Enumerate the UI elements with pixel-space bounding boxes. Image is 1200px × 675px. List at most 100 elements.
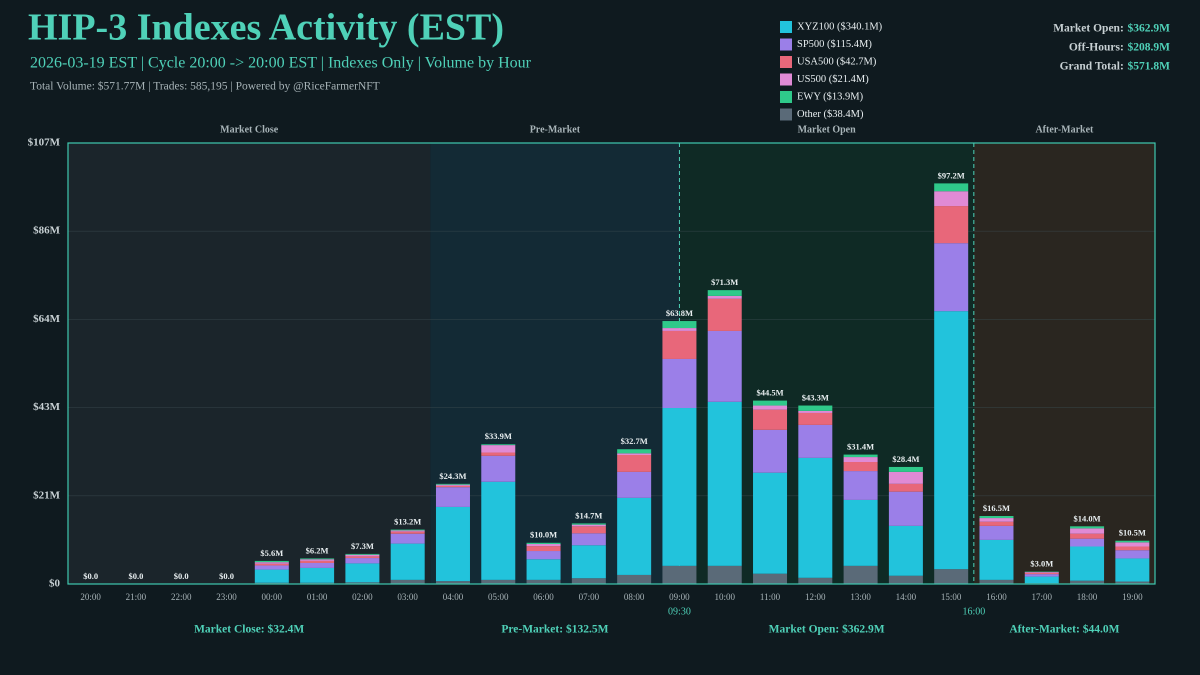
bar-segment: [300, 562, 335, 568]
bar-segment: [843, 454, 878, 458]
y-tick-label: $86M: [33, 225, 61, 237]
x-tick-label: 03:00: [397, 592, 418, 602]
total-label: $33.9M: [485, 431, 512, 441]
bar-segment: [707, 290, 742, 296]
total-label: $97.2M: [938, 170, 965, 180]
total-label: $0.0: [129, 571, 144, 581]
bar-segment: [571, 578, 606, 584]
region-label: Pre-Market: [530, 124, 581, 135]
total-label: $32.7M: [621, 436, 648, 446]
legend-swatch: [780, 21, 792, 33]
bar-segment: [1115, 542, 1150, 547]
bar-segment: [753, 573, 788, 584]
bar-segment: [798, 410, 833, 413]
bar-segment: [888, 471, 923, 484]
bar-segment: [254, 560, 289, 563]
bar-segment: [662, 330, 697, 359]
x-tick-label: 17:00: [1032, 592, 1053, 602]
bar-segment: [707, 330, 742, 402]
bar-segment: [1115, 546, 1150, 551]
bar-segment: [707, 401, 742, 566]
region-background: [68, 143, 431, 584]
summary-label: Grand Total:: [1060, 61, 1124, 73]
bar-segment: [1024, 572, 1059, 575]
x-tick-label: 05:00: [488, 592, 509, 602]
total-label: $24.3M: [439, 471, 466, 481]
bar-segment: [254, 565, 289, 570]
bar-segment: [345, 554, 380, 557]
bar-segment: [435, 506, 470, 582]
bar-segment: [662, 321, 697, 329]
legend-label: US500 ($21.4M): [797, 74, 869, 85]
bar-segment: [1070, 533, 1105, 539]
bar-segment: [934, 183, 969, 192]
marker-label: 16:00: [962, 606, 985, 617]
bar-segment: [481, 445, 516, 453]
bar-segment: [888, 483, 923, 492]
bar-segment: [979, 521, 1014, 526]
bar-segment: [707, 298, 742, 331]
bar-segment: [934, 191, 969, 207]
bar-segment: [843, 462, 878, 472]
x-tick-label: 15:00: [941, 592, 962, 602]
legend-label: SP500 ($115.4M): [797, 39, 872, 50]
bar-segment: [662, 328, 697, 331]
region-label: Market Close: [220, 124, 279, 135]
bar-segment: [617, 454, 652, 472]
bar-segment: [979, 579, 1014, 584]
legend-swatch: [780, 38, 792, 51]
x-tick-label: 12:00: [805, 592, 826, 602]
legend-swatch: [780, 73, 792, 86]
bar-segment: [617, 497, 652, 575]
chart-subtitle: 2026-03-19 EST | Cycle 20:00 -> 20:00 ES…: [30, 55, 532, 72]
legend-swatch: [780, 91, 792, 103]
summary-value: $362.9M: [1128, 22, 1171, 35]
total-label: $44.5M: [756, 388, 783, 398]
chart-title: HIP-3 Indexes Activity (EST): [28, 7, 504, 49]
bar-segment: [526, 544, 561, 547]
bar-segment: [300, 558, 335, 560]
bar-segment: [526, 551, 561, 560]
summary-label: Off-Hours:: [1069, 42, 1124, 54]
bar-segment: [707, 565, 742, 584]
bar-segment: [1070, 580, 1105, 584]
bar-segment: [979, 518, 1014, 522]
total-label: $6.2M: [306, 545, 329, 555]
total-label: $10.0M: [530, 530, 557, 540]
bar-segment: [1070, 526, 1105, 529]
x-tick-label: 21:00: [126, 592, 147, 602]
summary-value: $208.9M: [1128, 41, 1171, 54]
bar-segment: [617, 574, 652, 584]
bar-segment: [254, 569, 289, 583]
bar-segment: [1024, 574, 1059, 577]
x-tick-label: 19:00: [1122, 592, 1143, 602]
bar-segment: [435, 581, 470, 584]
region-label: Market Open: [798, 124, 856, 135]
bar-segment: [254, 562, 289, 564]
bar-segment: [888, 466, 923, 472]
bar-segment: [300, 582, 335, 584]
bar-segment: [1115, 558, 1150, 582]
bar-segment: [435, 485, 470, 488]
bar-segment: [843, 471, 878, 500]
bar-segment: [345, 563, 380, 583]
bar-segment: [798, 412, 833, 425]
x-tick-label: 14:00: [896, 592, 917, 602]
x-tick-label: 04:00: [443, 592, 464, 602]
bar-segment: [617, 453, 652, 455]
region-label: After-Market: [1035, 124, 1094, 135]
bar-segment: [888, 575, 923, 584]
bar-segment: [979, 539, 1014, 580]
bar-segment: [707, 295, 742, 299]
marker-label: 09:30: [668, 606, 691, 617]
total-label: $0.0: [219, 571, 234, 581]
bar-segment: [571, 523, 606, 525]
bar-segment: [617, 471, 652, 498]
x-tick-label: 23:00: [216, 592, 237, 602]
total-label: $43.3M: [802, 392, 829, 402]
total-label: $3.0M: [1030, 559, 1053, 569]
bar-segment: [526, 579, 561, 584]
bar-segment: [526, 542, 561, 545]
legend-swatch: [780, 108, 792, 121]
x-tick-label: 07:00: [579, 592, 600, 602]
